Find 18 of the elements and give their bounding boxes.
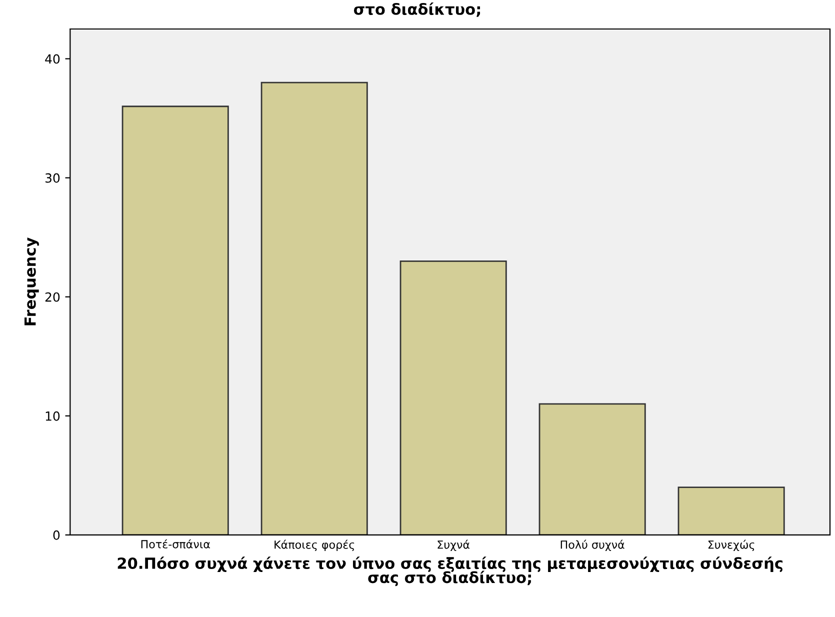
bar: [260, 82, 368, 535]
x-tick-label: Ποτέ-σπάνια: [141, 539, 210, 548]
bar: [538, 403, 646, 535]
x-tick-label: Συχνά: [438, 540, 470, 552]
y-tick-label: 0: [53, 530, 60, 540]
y-tick-label: 20: [45, 292, 60, 302]
bar: [122, 106, 229, 535]
bar: [678, 486, 785, 535]
y-tick-label: 30: [45, 173, 60, 183]
y-axis-title: Frequency: [24, 238, 39, 326]
x-tick-label: Πολύ συχνά: [560, 540, 624, 552]
bar: [400, 260, 507, 535]
chart-title: στο διαδίκτυο;: [354, 2, 480, 17]
x-axis-title: 20.Πόσο συχνά χάνετε τον ύπνο σας εξαιτίας της μεταμεσονύχτιας σύνδεσής σας στο διαδίκτυο;: [118, 556, 782, 586]
y-tick-label: 40: [45, 54, 60, 64]
x-tick-label: Κάποιες φορές: [274, 540, 354, 552]
y-tick-label: 10: [46, 411, 60, 421]
x-tick-label: Συνεχώς: [708, 540, 754, 552]
